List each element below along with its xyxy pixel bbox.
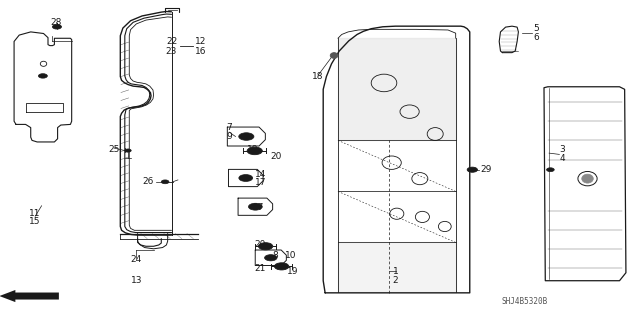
- Text: 19: 19: [287, 267, 299, 276]
- Text: 1: 1: [393, 267, 398, 276]
- Text: 9: 9: [227, 132, 232, 141]
- Text: 20: 20: [270, 152, 282, 161]
- Text: 14: 14: [255, 170, 267, 179]
- Text: FR.: FR.: [31, 292, 48, 300]
- Polygon shape: [338, 242, 456, 292]
- Polygon shape: [338, 38, 456, 140]
- Text: 5: 5: [534, 24, 540, 33]
- Text: 6: 6: [534, 33, 540, 42]
- Text: 16: 16: [195, 47, 207, 56]
- Text: 4: 4: [559, 154, 564, 163]
- Text: 18: 18: [312, 72, 324, 81]
- Ellipse shape: [330, 53, 338, 58]
- FancyArrow shape: [0, 290, 59, 302]
- Text: 27: 27: [252, 204, 264, 212]
- Circle shape: [239, 174, 253, 182]
- Circle shape: [547, 168, 554, 172]
- Circle shape: [247, 147, 262, 155]
- Circle shape: [239, 133, 254, 140]
- Circle shape: [261, 244, 270, 249]
- Text: 10: 10: [285, 251, 297, 260]
- Text: 20: 20: [255, 241, 266, 249]
- Text: 21: 21: [255, 264, 266, 273]
- Circle shape: [467, 167, 477, 172]
- Circle shape: [275, 263, 289, 270]
- Circle shape: [250, 149, 259, 153]
- Circle shape: [277, 264, 286, 269]
- Text: 15: 15: [29, 217, 41, 226]
- Text: 8: 8: [273, 251, 278, 260]
- Circle shape: [52, 25, 61, 29]
- Text: 22: 22: [166, 37, 177, 46]
- Text: 25: 25: [108, 145, 120, 154]
- Circle shape: [259, 243, 273, 250]
- Text: 29: 29: [480, 165, 492, 174]
- Circle shape: [264, 255, 277, 261]
- Text: 2: 2: [393, 276, 398, 285]
- Text: 7: 7: [227, 123, 232, 132]
- Text: 19: 19: [247, 145, 259, 154]
- Text: 23: 23: [166, 47, 177, 56]
- Text: 17: 17: [255, 178, 267, 187]
- Text: 3: 3: [559, 145, 564, 154]
- Text: SHJ4B5320B: SHJ4B5320B: [502, 297, 548, 306]
- Circle shape: [125, 149, 131, 152]
- Text: 13: 13: [131, 276, 142, 285]
- Text: 11: 11: [29, 209, 41, 218]
- Ellipse shape: [582, 174, 593, 183]
- Circle shape: [161, 180, 169, 184]
- Text: 12: 12: [195, 37, 207, 46]
- Text: 24: 24: [131, 256, 142, 264]
- Circle shape: [38, 74, 47, 78]
- Circle shape: [248, 203, 262, 210]
- Text: 26: 26: [142, 177, 154, 186]
- Text: 28: 28: [51, 18, 62, 27]
